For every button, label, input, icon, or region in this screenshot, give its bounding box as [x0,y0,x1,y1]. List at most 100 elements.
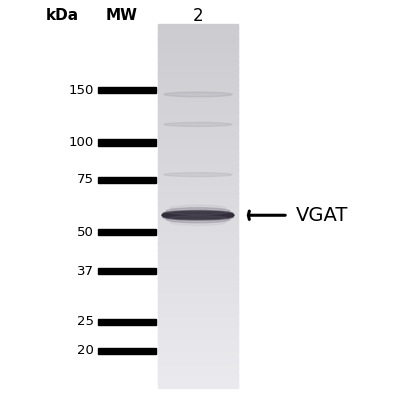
Bar [158,383,238,384]
Bar [158,76,238,77]
Bar [158,59,238,60]
Bar [158,259,238,261]
Bar [158,228,238,229]
Bar [158,345,238,347]
Bar [158,288,238,290]
Bar [158,117,238,119]
Bar [158,298,238,300]
Bar [158,304,238,306]
Bar [158,104,238,105]
Bar [158,376,238,377]
Bar [158,329,238,331]
Bar [158,263,238,264]
Bar [158,121,238,122]
Bar [158,247,238,248]
Bar [158,120,238,121]
Bar [158,316,238,318]
Bar [158,136,238,138]
Bar [158,83,238,85]
Bar [158,338,238,340]
Bar [158,28,238,30]
Bar [158,53,238,54]
Bar [158,373,238,375]
Bar [158,225,238,227]
Bar [158,314,238,315]
Bar [158,116,238,118]
Bar [158,206,238,207]
Text: 150: 150 [69,84,94,96]
Bar [158,317,238,319]
Bar [158,94,238,96]
Bar [158,266,238,268]
Bar [158,50,238,52]
Bar [158,105,238,106]
Text: 50: 50 [77,226,94,239]
Bar [98,229,156,236]
Bar [158,326,238,327]
Bar [158,333,238,335]
Bar [158,48,238,50]
Ellipse shape [164,92,232,97]
Bar [158,31,238,32]
Bar [158,253,238,254]
Bar [158,182,238,184]
Bar [158,364,238,366]
Bar [158,207,238,208]
Bar [158,346,238,348]
Bar [158,372,238,374]
Bar [158,36,238,37]
Bar [158,356,238,358]
Bar [158,224,238,226]
Bar [158,241,238,242]
Bar [158,198,238,200]
Bar [158,378,238,380]
Bar [158,220,238,222]
Bar [158,380,238,382]
Bar [158,210,238,212]
Bar [158,297,238,298]
Bar [158,129,238,131]
Bar [158,108,238,110]
Bar [158,60,238,62]
Bar [158,146,238,148]
Bar [158,107,238,109]
Bar [158,221,238,223]
Bar [158,232,238,234]
Bar [158,363,238,365]
Bar [158,197,238,199]
Bar [158,256,238,258]
Bar [158,98,238,99]
Bar [158,336,238,337]
Bar [158,277,238,279]
Bar [158,242,238,244]
Bar [158,100,238,102]
Bar [158,306,238,308]
Bar [158,44,238,46]
Bar [158,92,238,93]
Bar [158,203,238,205]
Bar [158,362,238,364]
Bar [158,282,238,284]
Bar [158,154,238,155]
Bar [158,157,238,159]
Bar [158,32,238,34]
Bar [158,344,238,346]
Bar [158,231,238,233]
Bar [158,132,238,133]
Bar [158,113,238,115]
Bar [158,158,238,160]
Bar [158,145,238,146]
Bar [158,351,238,353]
Bar [158,278,238,280]
Bar [158,289,238,291]
Bar [158,43,238,45]
Bar [158,40,238,42]
Bar [158,283,238,285]
Bar [158,187,238,189]
Ellipse shape [170,205,226,211]
Bar [158,204,238,206]
Bar [158,167,238,168]
Bar [158,66,238,68]
Bar [158,178,238,179]
Bar [158,294,238,296]
